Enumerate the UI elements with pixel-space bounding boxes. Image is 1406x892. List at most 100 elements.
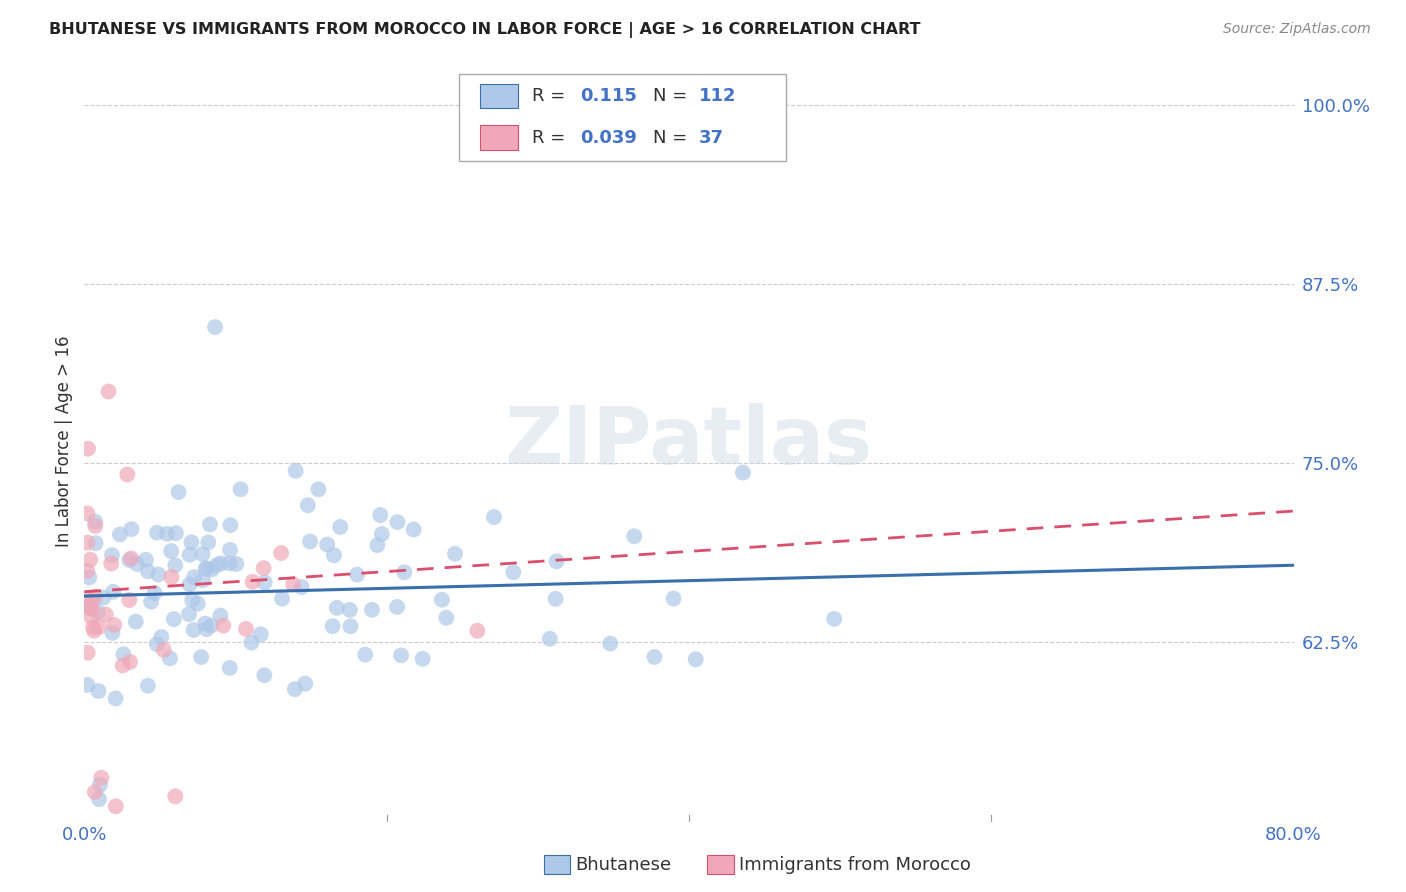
FancyBboxPatch shape bbox=[460, 74, 786, 161]
Text: 0.039: 0.039 bbox=[581, 128, 637, 146]
Point bbox=[167, 485, 190, 500]
Point bbox=[83, 785, 105, 799]
Point bbox=[165, 526, 187, 541]
Point bbox=[219, 542, 242, 557]
Point bbox=[322, 619, 344, 633]
Point bbox=[599, 636, 621, 650]
Point bbox=[252, 561, 274, 575]
Point bbox=[430, 592, 453, 607]
Point bbox=[181, 593, 204, 607]
Point bbox=[412, 652, 434, 666]
Point bbox=[299, 534, 322, 549]
Point bbox=[153, 643, 176, 657]
Point bbox=[212, 618, 235, 632]
Point bbox=[387, 515, 409, 529]
Point bbox=[76, 507, 98, 521]
Point bbox=[225, 557, 247, 571]
Point bbox=[84, 536, 107, 550]
Point bbox=[163, 612, 186, 626]
Point bbox=[93, 591, 115, 605]
Point bbox=[146, 525, 169, 540]
Point bbox=[201, 562, 224, 576]
Point bbox=[121, 522, 143, 536]
Point bbox=[623, 529, 645, 543]
FancyBboxPatch shape bbox=[544, 855, 571, 874]
Point bbox=[482, 510, 505, 524]
Text: BHUTANESE VS IMMIGRANTS FROM MOROCCO IN LABOR FORCE | AGE > 16 CORRELATION CHART: BHUTANESE VS IMMIGRANTS FROM MOROCCO IN … bbox=[49, 22, 921, 38]
Point bbox=[194, 561, 217, 575]
Point bbox=[87, 792, 110, 806]
Point bbox=[346, 567, 368, 582]
Point bbox=[117, 467, 139, 482]
Point bbox=[104, 799, 127, 814]
Point bbox=[82, 620, 104, 634]
Point bbox=[120, 551, 142, 566]
Point bbox=[100, 557, 122, 571]
Point bbox=[389, 648, 412, 663]
FancyBboxPatch shape bbox=[479, 126, 519, 150]
Text: Bhutanese: Bhutanese bbox=[575, 855, 672, 873]
Y-axis label: In Labor Force | Age > 16: In Labor Force | Age > 16 bbox=[55, 335, 73, 548]
Point bbox=[291, 580, 314, 594]
Point bbox=[76, 600, 98, 615]
Point bbox=[235, 622, 257, 636]
Point bbox=[249, 627, 271, 641]
Point bbox=[80, 610, 103, 624]
Point bbox=[297, 498, 319, 512]
Point bbox=[156, 527, 179, 541]
Point bbox=[103, 584, 125, 599]
Point bbox=[307, 483, 329, 497]
Point bbox=[371, 527, 394, 541]
Point bbox=[165, 789, 187, 804]
Point bbox=[90, 771, 112, 785]
Point bbox=[662, 591, 685, 606]
Point bbox=[434, 611, 457, 625]
Point bbox=[194, 616, 217, 631]
Point bbox=[219, 518, 242, 533]
Point bbox=[204, 320, 226, 334]
Point bbox=[104, 691, 127, 706]
Point bbox=[101, 625, 124, 640]
Point bbox=[544, 591, 567, 606]
Point bbox=[329, 520, 352, 534]
Point bbox=[118, 655, 141, 669]
Point bbox=[731, 466, 754, 480]
FancyBboxPatch shape bbox=[707, 855, 734, 874]
Point bbox=[76, 646, 98, 660]
Point bbox=[195, 561, 218, 575]
Point bbox=[242, 574, 264, 589]
Point bbox=[187, 597, 209, 611]
Point bbox=[84, 590, 107, 604]
Point bbox=[76, 535, 98, 549]
Point bbox=[271, 591, 294, 606]
Point bbox=[84, 519, 107, 533]
Point bbox=[179, 577, 201, 591]
Point bbox=[283, 577, 305, 591]
Text: R =: R = bbox=[531, 87, 571, 105]
Point bbox=[139, 595, 162, 609]
Point bbox=[101, 548, 124, 562]
Point bbox=[79, 552, 101, 566]
Text: 37: 37 bbox=[699, 128, 724, 146]
Point bbox=[103, 618, 125, 632]
Point bbox=[84, 515, 107, 529]
Point bbox=[97, 384, 120, 399]
Text: ZIPatlas: ZIPatlas bbox=[505, 402, 873, 481]
Point bbox=[76, 678, 98, 692]
Point bbox=[136, 679, 159, 693]
Point bbox=[112, 647, 135, 661]
Point bbox=[323, 549, 346, 563]
Point bbox=[209, 608, 232, 623]
Point bbox=[125, 557, 148, 571]
Point bbox=[326, 600, 349, 615]
Point bbox=[209, 557, 232, 571]
Point bbox=[80, 602, 103, 616]
Point bbox=[76, 564, 98, 578]
Point bbox=[125, 615, 148, 629]
Point bbox=[284, 464, 307, 478]
Point bbox=[218, 557, 240, 571]
Point bbox=[229, 482, 252, 496]
Point bbox=[89, 778, 111, 792]
Point bbox=[150, 630, 173, 644]
Point bbox=[108, 527, 131, 541]
